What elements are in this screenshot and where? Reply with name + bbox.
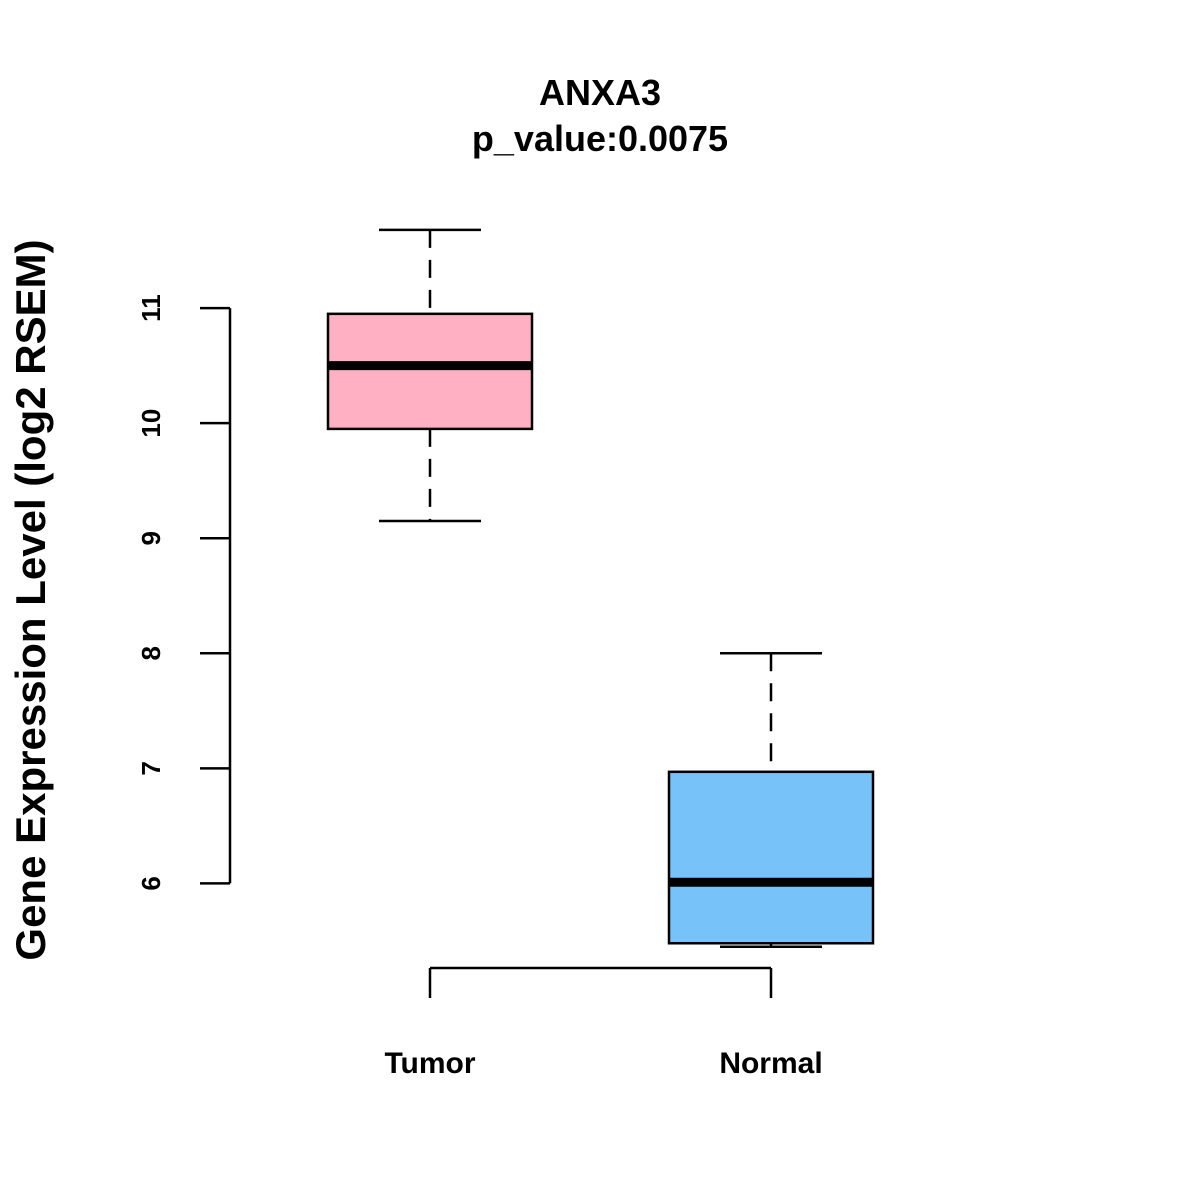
x-tick-label: Normal <box>719 1047 822 1080</box>
y-tick-label: 9 <box>136 531 166 545</box>
x-axis: Tumor Normal <box>384 966 823 1080</box>
box-rect <box>667 770 875 945</box>
y-tick-label: 11 <box>136 294 166 322</box>
box-normal <box>667 652 875 948</box>
y-axis: 6 7 8 9 10 11 <box>136 294 232 891</box>
y-tick-label: 6 <box>136 876 166 890</box>
x-tick-label: Tumor <box>384 1047 475 1080</box>
box-rect <box>326 312 534 431</box>
box-tumor <box>326 228 534 523</box>
chart-subtitle: p_value:0.0075 <box>472 118 728 159</box>
y-axis-label: Gene Expression Level (log2 RSEM) <box>7 239 54 960</box>
chart-title: ANXA3 <box>539 72 661 113</box>
y-tick-label: 7 <box>136 761 166 775</box>
box-group <box>326 228 875 948</box>
y-tick-label: 8 <box>136 646 166 660</box>
y-tick-label: 10 <box>136 409 166 438</box>
